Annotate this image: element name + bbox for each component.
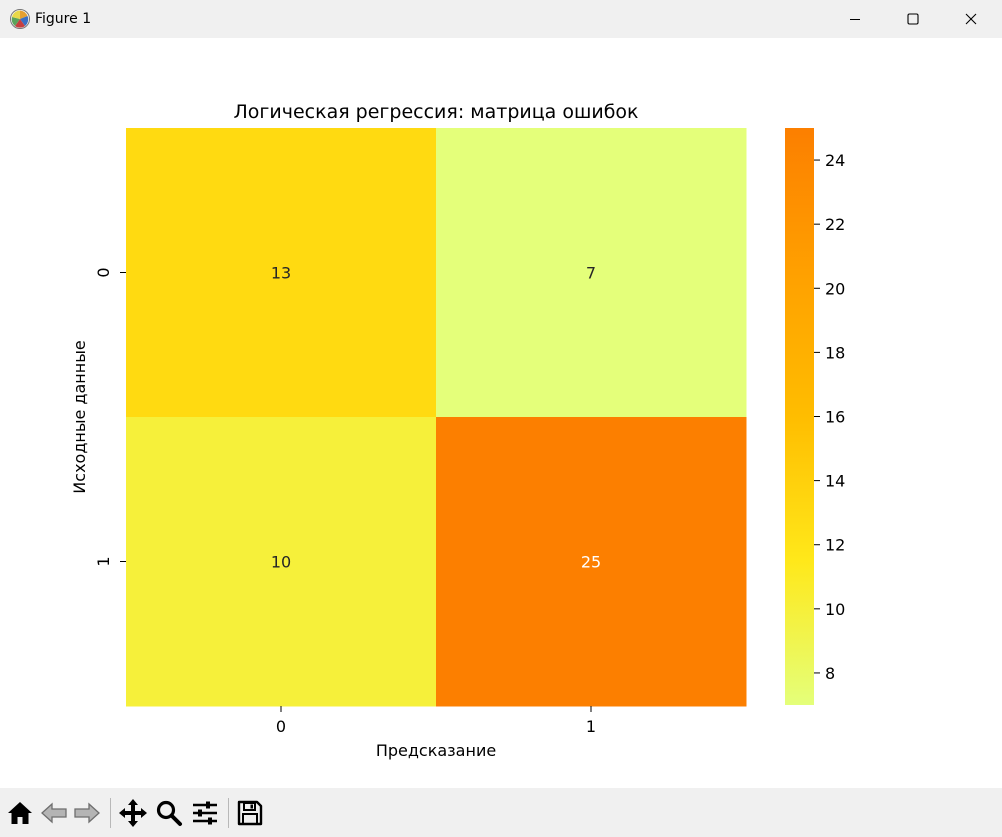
heatmap-cells	[126, 128, 747, 707]
minimize-icon	[850, 19, 860, 20]
chart-title: Логическая регрессия: матрица ошибок	[233, 101, 638, 123]
back-icon	[41, 802, 67, 824]
x-tick-label: 0	[276, 717, 286, 736]
cell-annotation: 7	[586, 264, 596, 283]
colorbar: 8 10 12 14 16 18 20 22 24	[785, 128, 845, 705]
cell-annotation: 13	[271, 264, 291, 283]
y-axis-label: Исходные данные	[70, 340, 89, 493]
save-icon	[237, 800, 263, 826]
configure-subplots-icon	[193, 801, 217, 825]
heatmap-cell	[436, 417, 747, 707]
colorbar-tick-label: 16	[825, 408, 845, 427]
colorbar-tick-label: 24	[825, 151, 845, 170]
colorbar-tick-label: 8	[825, 664, 835, 683]
figure-canvas[interactable]: Логическая регрессия: матрица ошибок 13 7…	[0, 38, 1002, 788]
y-tick-label: 1	[94, 556, 113, 566]
y-axis: 01	[94, 267, 126, 567]
y-tick-label: 0	[94, 267, 113, 277]
zoom-icon	[156, 800, 182, 826]
colorbar-tick-label: 12	[825, 536, 845, 555]
colorbar-tick-label: 18	[825, 343, 845, 362]
window-titlebar: Figure 1	[0, 0, 1002, 38]
matplotlib-icon	[10, 9, 30, 29]
zoom-button[interactable]	[152, 796, 186, 830]
forward-icon	[74, 802, 100, 824]
save-button[interactable]	[233, 796, 267, 830]
close-icon	[965, 13, 977, 25]
back-button[interactable]	[37, 796, 71, 830]
minimize-button[interactable]	[826, 0, 884, 38]
colorbar-tick-label: 14	[825, 472, 845, 491]
heatmap-cell	[126, 417, 437, 707]
configure-subplots-button[interactable]	[188, 796, 222, 830]
toolbar-separator	[228, 798, 229, 828]
heatmap-cell	[126, 128, 437, 418]
cell-annotation: 10	[271, 553, 291, 572]
maximize-button[interactable]	[884, 0, 942, 38]
pan-icon	[119, 799, 147, 827]
window-title: Figure 1	[35, 11, 92, 27]
home-icon	[8, 802, 32, 824]
x-axis-label: Предсказание	[376, 741, 496, 760]
x-tick-label: 1	[586, 717, 596, 736]
colorbar-tick-label: 22	[825, 215, 845, 234]
colorbar-tick-label: 10	[825, 600, 845, 619]
home-button[interactable]	[3, 796, 37, 830]
close-button[interactable]	[942, 0, 1000, 38]
cell-annotation: 25	[581, 553, 601, 572]
cell-annotations: 13 7 10 25	[271, 264, 601, 572]
maximize-icon	[907, 13, 919, 25]
toolbar-separator	[110, 798, 111, 828]
colorbar-tick-label: 20	[825, 279, 845, 298]
heatmap-cell	[436, 128, 747, 418]
colorbar-gradient	[785, 128, 814, 705]
colorbar-ticks: 8 10 12 14 16 18 20 22 24	[814, 151, 845, 683]
navigation-toolbar	[0, 788, 1002, 837]
forward-button[interactable]	[70, 796, 104, 830]
pan-button[interactable]	[116, 796, 150, 830]
